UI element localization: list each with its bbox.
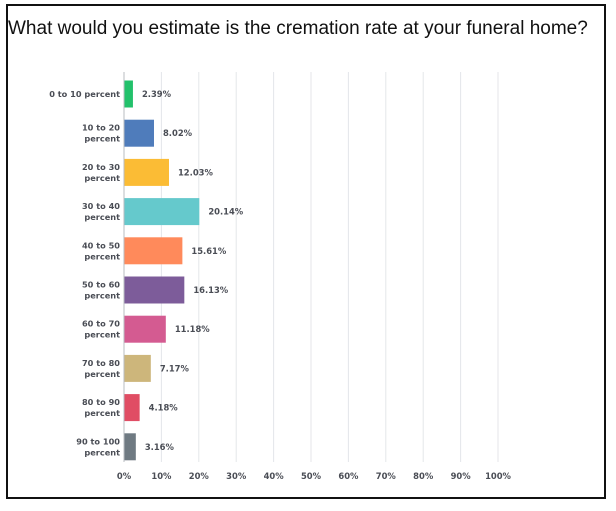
bar xyxy=(124,354,151,382)
x-tick-label: 30% xyxy=(226,471,247,481)
bar xyxy=(124,394,140,422)
bar xyxy=(124,158,169,186)
category-label: 30 to 40 percent xyxy=(82,201,120,222)
value-label: 11.18% xyxy=(175,324,210,334)
category-label: 70 to 80 percent xyxy=(82,358,120,379)
value-label: 8.02% xyxy=(163,128,193,138)
x-tick-label: 50% xyxy=(301,471,322,481)
bar xyxy=(124,433,136,461)
x-tick-label: 70% xyxy=(376,471,397,481)
x-tick-label: 100% xyxy=(485,471,511,481)
x-tick-label: 0% xyxy=(117,471,132,481)
bar xyxy=(124,119,154,147)
value-label: 3.16% xyxy=(145,442,175,452)
bar xyxy=(124,198,200,226)
value-label: 2.39% xyxy=(142,89,172,99)
category-label: 0 to 10 percent xyxy=(49,89,120,99)
category-label: 60 to 70 percent xyxy=(82,319,120,340)
category-label: 90 to 100 percent xyxy=(76,436,120,457)
bar xyxy=(124,315,166,343)
bar xyxy=(124,276,185,304)
category-label: 40 to 50 percent xyxy=(82,240,120,261)
category-label: 50 to 60 percent xyxy=(82,280,120,301)
value-label: 4.18% xyxy=(149,403,179,413)
category-label: 20 to 30 percent xyxy=(82,162,120,183)
value-label: 12.03% xyxy=(178,167,213,177)
x-tick-label: 80% xyxy=(413,471,434,481)
x-tick-label: 10% xyxy=(151,471,172,481)
value-label: 15.61% xyxy=(191,246,226,256)
chart-title: What would you estimate is the cremation… xyxy=(8,18,588,39)
category-label: 10 to 20 percent xyxy=(82,123,120,144)
x-tick-label: 20% xyxy=(189,471,210,481)
value-label: 20.14% xyxy=(208,207,243,217)
x-tick-label: 40% xyxy=(264,471,285,481)
x-tick-label: 90% xyxy=(451,471,472,481)
chart-frame xyxy=(6,4,606,499)
value-label: 7.17% xyxy=(160,363,190,373)
bar xyxy=(124,237,183,265)
category-label: 80 to 90 percent xyxy=(82,397,120,418)
bar xyxy=(124,80,133,108)
x-tick-label: 60% xyxy=(338,471,359,481)
value-label: 16.13% xyxy=(193,285,228,295)
